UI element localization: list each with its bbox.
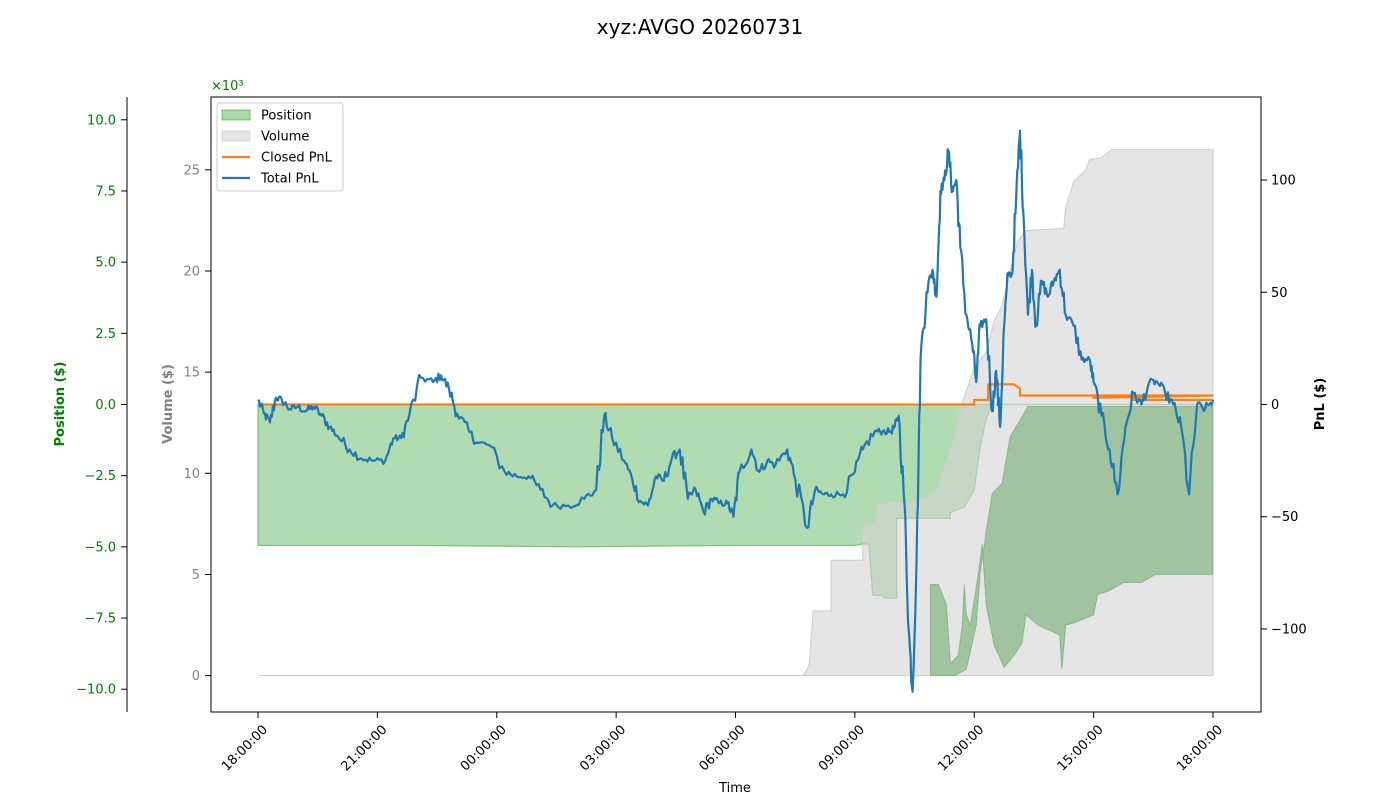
legend-label: Volume: [261, 130, 309, 145]
legend: Position Volume Closed PnL Total PnL: [216, 102, 344, 192]
time-tick-label: 06:00:00: [697, 722, 749, 774]
volume-axis-ticks: 25 20 15 10 5 0: [183, 163, 211, 684]
volume-tick-label: 25: [183, 163, 200, 178]
time-tick-label: 21:00:00: [339, 722, 391, 774]
time-tick-label: 09:00:00: [816, 722, 868, 774]
time-axis-label: Time: [718, 781, 751, 796]
volume-area: [258, 149, 1214, 677]
volume-axis-label: Volume ($): [161, 364, 176, 444]
pnl-tick-label: 50: [1271, 286, 1288, 301]
position-tick-label: −2.5: [84, 469, 116, 484]
position-tick-label: 10.0: [87, 113, 116, 128]
time-tick-label: 15:00:00: [1055, 722, 1107, 774]
position-tick-label: 0.0: [95, 398, 116, 413]
volume-tick-label: 5: [192, 568, 200, 583]
time-axis-ticks: 18:00:00 21:00:00 00:00:00 03:00:00 06:00:00…: [219, 712, 1226, 774]
volume-tick-label: 10: [183, 467, 200, 482]
pnl-tick-label: −100: [1271, 622, 1307, 637]
position-tick-label: 7.5: [95, 184, 116, 199]
time-tick-label: 18:00:00: [219, 722, 271, 774]
time-tick-label: 03:00:00: [577, 722, 629, 774]
time-tick-label: 12:00:00: [935, 722, 987, 774]
volume-tick-label: 15: [183, 366, 200, 381]
chart-title: xyz:AVGO 20260731: [597, 15, 803, 39]
position-axis-ticks: 10.0 7.5 5.0 2.5 0.0 −2.5 −5.0 −7.5 −10.0: [76, 113, 127, 698]
volume-tick-label: 0: [192, 669, 200, 684]
legend-swatch: [221, 109, 251, 121]
closed-pnl-line: [258, 383, 1214, 406]
position-tick-label: 5.0: [95, 256, 116, 271]
pnl-tick-label: 100: [1271, 174, 1296, 189]
volume-tick-label: 20: [183, 264, 200, 279]
time-tick-label: 00:00:00: [458, 722, 510, 774]
pnl-axis-label: PnL ($): [1313, 378, 1328, 431]
pnl-tick-label: 0: [1271, 398, 1279, 413]
position-tick-label: 2.5: [95, 327, 116, 342]
position-tick-label: −5.0: [84, 540, 116, 555]
position-axis-label: Position ($): [53, 362, 68, 447]
position-tick-label: −10.0: [76, 683, 116, 698]
legend-label: Closed PnL: [261, 151, 333, 166]
position-tick-label: −7.5: [84, 612, 116, 627]
legend-box: [216, 102, 344, 192]
legend-swatch: [221, 130, 251, 142]
legend-label: Total PnL: [260, 172, 319, 187]
volume-position-overlap-area: [929, 406, 1214, 677]
pnl-tick-label: −50: [1271, 510, 1298, 525]
pnl-axis-ticks: 100 50 0 −50 −100: [1261, 174, 1307, 637]
position-scale-label: ×10³: [211, 79, 244, 94]
time-tick-label: 18:00:00: [1174, 722, 1226, 774]
total-pnl-line: [257, 129, 1215, 693]
legend-label: Position: [261, 109, 312, 124]
